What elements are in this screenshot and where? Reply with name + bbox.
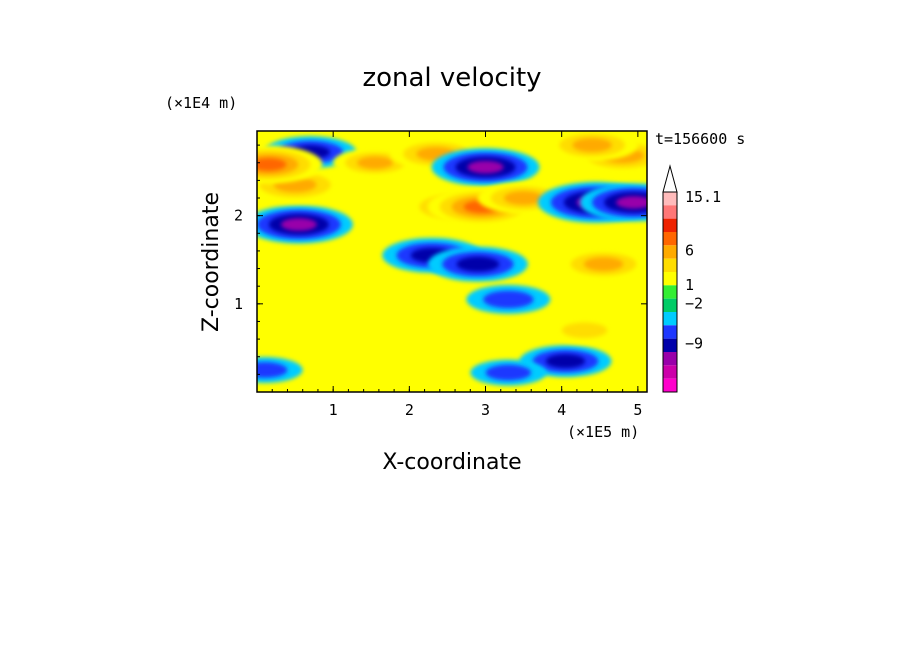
x-tick-label: 5 xyxy=(633,401,642,419)
x-tick-label: 1 xyxy=(329,401,338,419)
contour-region xyxy=(561,322,608,339)
colorbar-arrow xyxy=(662,164,678,193)
y-axis-label: Z-coordinate xyxy=(199,192,224,332)
contour-region xyxy=(257,362,288,378)
y-tick-label: 1 xyxy=(234,295,243,313)
y-tick-label: 2 xyxy=(234,207,243,225)
colorbar-bin xyxy=(663,192,677,206)
contour-region xyxy=(280,218,317,231)
colorbar-label: 15.1 xyxy=(685,188,721,206)
y-unit-label: (×1E4 m) xyxy=(165,94,237,112)
colorbar-bin xyxy=(663,352,677,366)
contour-region xyxy=(467,160,504,174)
colorbar-bin xyxy=(663,205,677,219)
contour-region xyxy=(583,257,624,272)
plot-frame xyxy=(256,130,648,393)
colorbar-bin xyxy=(663,325,677,339)
colorbar-label: 6 xyxy=(685,241,694,259)
contour-region xyxy=(456,256,500,272)
colorbar-label: 1 xyxy=(685,276,694,294)
contour-region xyxy=(572,138,612,152)
colorbar-bin xyxy=(663,258,677,272)
colorbar-label: −9 xyxy=(685,335,703,353)
colorbar-bin xyxy=(663,272,677,286)
x-unit-label: (×1E5 m) xyxy=(567,423,639,441)
colorbar-bin xyxy=(663,365,677,379)
contour-region xyxy=(485,364,532,381)
colorbar-bin xyxy=(663,338,677,352)
colorbar-frame xyxy=(662,191,678,393)
time-label: t=156600 s xyxy=(655,130,745,148)
contour-region xyxy=(503,191,544,205)
axis-ticks: 1 2 3 4 5 1 2 xyxy=(234,131,647,419)
x-tick-label: 2 xyxy=(405,401,414,419)
colorbar-bin xyxy=(663,285,677,299)
x-tick-label: 3 xyxy=(481,401,490,419)
colorbar-bin xyxy=(663,378,677,392)
colorbar-label: −2 xyxy=(685,295,703,313)
contour-region xyxy=(616,196,647,209)
chart-title: zonal velocity xyxy=(362,63,541,93)
contour-region xyxy=(357,156,394,169)
colorbar-bin xyxy=(663,232,677,246)
contour-region xyxy=(257,158,287,171)
colorbar-bin xyxy=(663,312,677,326)
x-axis-label: X-coordinate xyxy=(382,450,521,475)
colorbar-bin xyxy=(663,245,677,259)
contour-plot-area xyxy=(257,131,647,392)
x-tick-label: 4 xyxy=(557,401,566,419)
contour-region xyxy=(483,290,534,309)
colorbar: 15.1 6 1−2 −9 xyxy=(662,164,721,393)
colorbar-bin xyxy=(663,218,677,232)
colorbar-bin xyxy=(663,298,677,312)
contour-region xyxy=(545,354,586,368)
